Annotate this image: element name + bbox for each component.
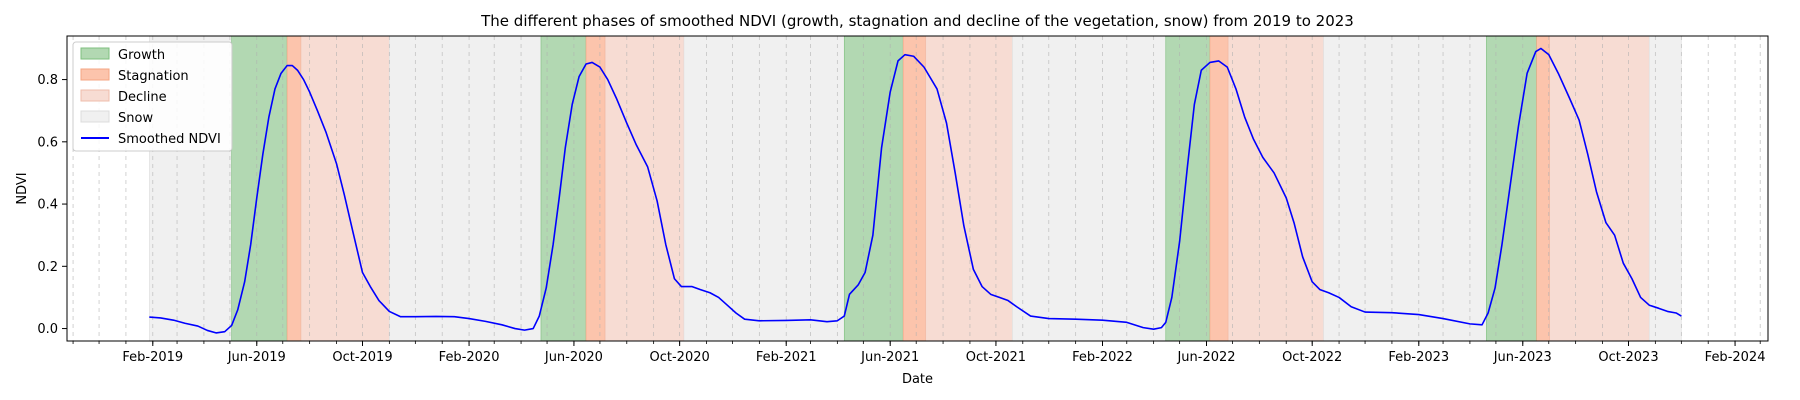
x-tick-label: Feb-2024 [1705,350,1766,365]
x-tick-label: Jun-2019 [227,350,286,365]
x-tick-label: Feb-2019 [122,350,183,365]
x-tick-label: Feb-2023 [1388,350,1449,365]
legend-label: Stagnation [118,69,189,84]
phase-band-decline [1549,35,1650,342]
x-tick-label: Oct-2020 [650,350,710,365]
phase-band-growth [1486,35,1537,342]
y-axis-label: NDVI [15,172,30,204]
x-axis: Feb-2019 Jun-2019 Oct-2019 Feb-2020 Jun-2020… [72,341,1766,365]
phase-band-decline [300,35,390,342]
x-tick-label: Jun-2020 [544,350,603,365]
phase-band-growth [540,35,587,342]
phase-band-snow [1648,35,1682,342]
x-tick-label: Oct-2023 [1598,350,1658,365]
legend-label: Decline [118,90,167,105]
x-tick-label: Feb-2020 [439,350,500,365]
x-tick-label: Jun-2022 [1176,350,1235,365]
x-tick-label: Feb-2022 [1072,350,1133,365]
y-axis: 0.0 0.2 0.4 0.6 0.8 [37,73,67,337]
phase-bands [149,35,1682,342]
chart-title: The different phases of smoothed NDVI (g… [480,12,1354,30]
plot-frame [66,35,1769,342]
legend-swatch-growth [80,47,110,60]
phase-band-stagnation [286,35,302,342]
legend: Growth Stagnation Decline Snow Smoothed NDVI [72,41,233,152]
phase-band-stagnation [585,35,606,342]
ndvi-line [149,47,1682,334]
legend-swatch-snow [80,110,110,123]
y-tick-label: 0.4 [37,198,58,213]
y-tick-label: 0.6 [37,135,58,150]
legend-swatch-decline [80,89,110,102]
x-tick-label: Feb-2021 [756,350,817,365]
y-tick-label: 0.0 [37,322,58,337]
x-tick-label: Jun-2021 [860,350,919,365]
ndvi-series [149,47,1682,334]
legend-swatch-stagnation [80,68,110,81]
x-tick-label: Oct-2019 [332,350,392,365]
x-tick-label: Oct-2022 [1282,350,1342,365]
phase-band-stagnation [1536,35,1550,342]
x-tick-label: Jun-2023 [1493,350,1552,365]
phase-band-snow [683,35,845,342]
legend-box [72,41,233,152]
phase-band-stagnation [902,35,927,342]
y-tick-label: 0.2 [37,260,58,275]
legend-label: Snow [118,111,153,126]
phase-band-stagnation [1209,35,1229,342]
y-tick-label: 0.8 [37,73,58,88]
phase-band-snow [1012,35,1167,342]
phase-band-decline [925,35,1013,342]
x-axis-label: Date [902,372,933,387]
phase-band-decline [1227,35,1324,342]
phase-band-snow [389,35,542,342]
legend-label: Growth [118,48,165,63]
phase-band-snow [1323,35,1487,342]
x-tick-label: Oct-2021 [966,350,1026,365]
phase-band-growth [843,35,904,342]
phase-band-decline [604,35,685,342]
legend-label: Smoothed NDVI [118,132,221,147]
phase-band-growth [231,35,288,342]
